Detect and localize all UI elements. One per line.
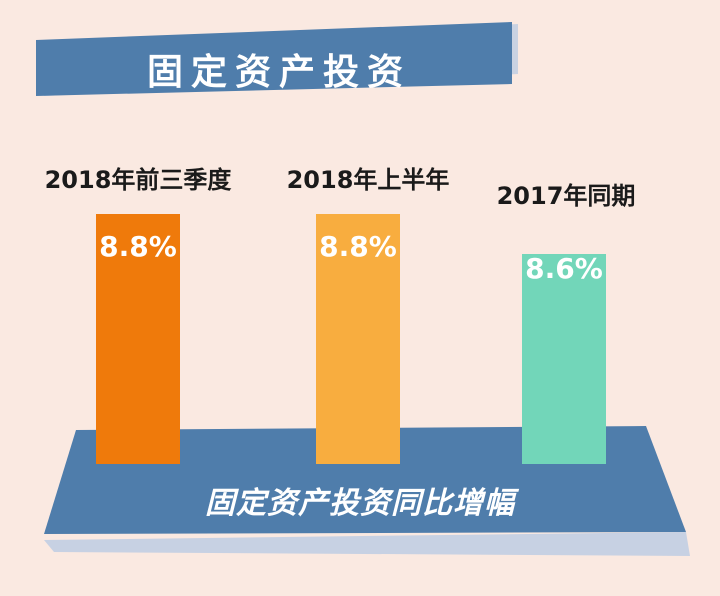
bar-1 [96, 214, 180, 464]
value-label-2: 8.8% [319, 230, 397, 263]
category-label-3: 2017年同期 [496, 182, 636, 210]
category-label-2: 2018年上半年 [286, 166, 450, 194]
title-banner [36, 22, 512, 96]
value-label-3: 8.6% [525, 252, 603, 285]
base-platform-shadow [44, 532, 690, 556]
category-label-1: 2018年前三季度 [44, 166, 232, 194]
value-label-1: 8.8% [99, 230, 177, 263]
chart-title: 固定资产投资 [146, 52, 411, 93]
bar-2 [316, 214, 400, 464]
x-axis-label: 固定资产投资同比增幅 [205, 486, 515, 521]
bar-3 [522, 254, 606, 464]
